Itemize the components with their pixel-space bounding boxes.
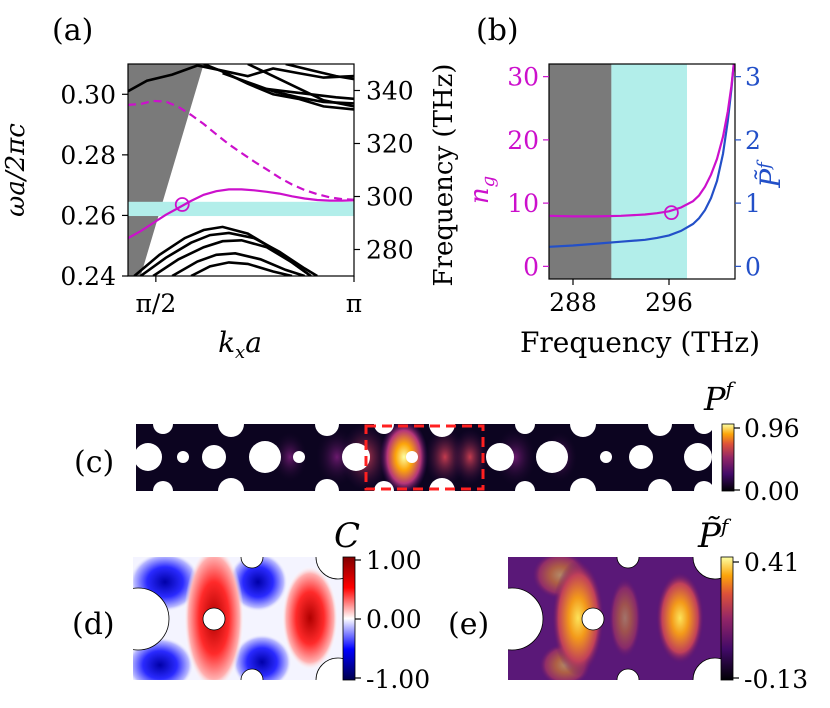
y-tick-label-3: 0.30 [60, 80, 116, 109]
operating-point-marker [664, 205, 679, 221]
y2-tick-label-3: 340 [366, 77, 414, 106]
x-ticks: 288 296 [549, 279, 693, 317]
x-tick-label-0: π/2 [135, 289, 176, 318]
pf-field-map [136, 424, 712, 491]
y2-tick-label-2: 320 [366, 130, 414, 159]
colorbar-d-max: 1.00 [366, 546, 422, 575]
y-tick-label-2: 0.28 [60, 141, 116, 170]
panel-c: (c) [74, 377, 800, 506]
ng-axis-label: ng [465, 176, 499, 204]
y2-tick-label-1: 300 [366, 183, 414, 212]
y-ticks-left: 0 10 20 30 [507, 63, 549, 281]
lower-band-2 [152, 238, 312, 276]
panel-e-label: (e) [448, 607, 489, 642]
panel-a: (a) π/2 π 0.24 0.26 0.28 0.30 280 300 320 340 ω… [1, 13, 459, 363]
ng-tick-label-3: 30 [507, 63, 539, 92]
x-tick-label-0: 288 [549, 288, 597, 317]
zoom-region-box [364, 424, 485, 491]
panel-c-title: Pf [703, 377, 737, 418]
y-axis-label-left: ωa/2πc [1, 123, 31, 217]
panel-b-label: (b) [476, 13, 519, 48]
panel-b-frame [548, 63, 736, 280]
pf-axis-label: P̃f [754, 159, 787, 189]
x-ticks: π/2 π [135, 276, 362, 318]
panel-d-label: (d) [72, 607, 115, 642]
air-holes [508, 557, 721, 680]
panel-a-frame [127, 63, 355, 277]
panel-d-title: C [334, 516, 360, 556]
guided-mode-curve [128, 188, 354, 240]
colorbar-d-min: -1.00 [366, 665, 430, 694]
colorbar-e [720, 556, 734, 681]
upper-band-1 [203, 64, 354, 111]
ng-tick-label-2: 20 [507, 126, 539, 155]
colorbar-e-min: -0.13 [744, 665, 808, 694]
x-tick-label-1: 296 [645, 288, 693, 317]
upper-band-3 [222, 71, 354, 105]
operating-point-marker [174, 197, 190, 212]
panel-a-label: (a) [52, 13, 93, 48]
colorbar-d-mid: 0.00 [366, 605, 422, 634]
ng-dashed-curve [128, 99, 354, 201]
ng-curve [549, 64, 735, 218]
air-holes [133, 557, 343, 680]
panel-c-label: (c) [74, 445, 114, 480]
panel-b: (b) ng 288 296 0 10 20 30 0 1 2 3 Frequency (TH… [465, 13, 787, 359]
x-tick-label-1: π [346, 289, 362, 318]
ng-tick-label-1: 10 [507, 189, 539, 218]
colorbar-e-max: 0.41 [744, 548, 800, 577]
x-axis-label: Frequency (THz) [520, 326, 760, 359]
lower-band-4 [190, 261, 293, 276]
colorbar-c-max: 0.96 [744, 414, 800, 443]
y-tick-label-0: 0.24 [60, 262, 116, 291]
air-holes [136, 424, 712, 491]
correlation-map [133, 557, 343, 680]
pf-tilde-field-map [508, 557, 721, 680]
light-cone-region [128, 64, 204, 276]
lower-band-3 [171, 251, 305, 276]
colorbar-c [721, 423, 735, 492]
upper-band-4 [285, 64, 354, 81]
x-axis-label: kxa [218, 326, 262, 363]
ng-tick-label-0: 0 [523, 252, 539, 281]
panel-e-title: P̃f [697, 514, 732, 556]
y2-tick-label-0: 280 [366, 236, 414, 265]
panel-e: (e) 0.41 -0.13 P̃f [448, 514, 808, 694]
upper-bands [128, 64, 354, 111]
y-ticks-right: 0 1 2 3 [735, 63, 761, 281]
panel-d: (d) 1.00 0.00 -1.00 C [72, 516, 430, 694]
pf-curve [549, 64, 735, 248]
y-axis-label-right: Frequency (THz) [429, 64, 459, 287]
lower-band-1 [139, 231, 318, 276]
band-highlight [611, 64, 687, 279]
pf-tick-label-3: 3 [745, 63, 761, 92]
y-ticks-left: 0.24 0.26 0.28 0.30 [60, 80, 128, 291]
pf-tick-label-0: 0 [745, 252, 761, 281]
upper-band-5 [260, 86, 354, 101]
colorbar-c-min: 0.00 [744, 477, 800, 506]
upper-band-0 [128, 64, 354, 93]
lower-bands [133, 225, 318, 276]
y-ticks-right: 280 300 320 340 [354, 77, 414, 265]
band-highlight [128, 201, 354, 217]
pf-tick-label-1: 1 [745, 189, 761, 218]
colorbar-d [342, 556, 356, 681]
y-tick-label-1: 0.26 [60, 201, 116, 230]
pf-tick-label-2: 2 [745, 126, 761, 155]
